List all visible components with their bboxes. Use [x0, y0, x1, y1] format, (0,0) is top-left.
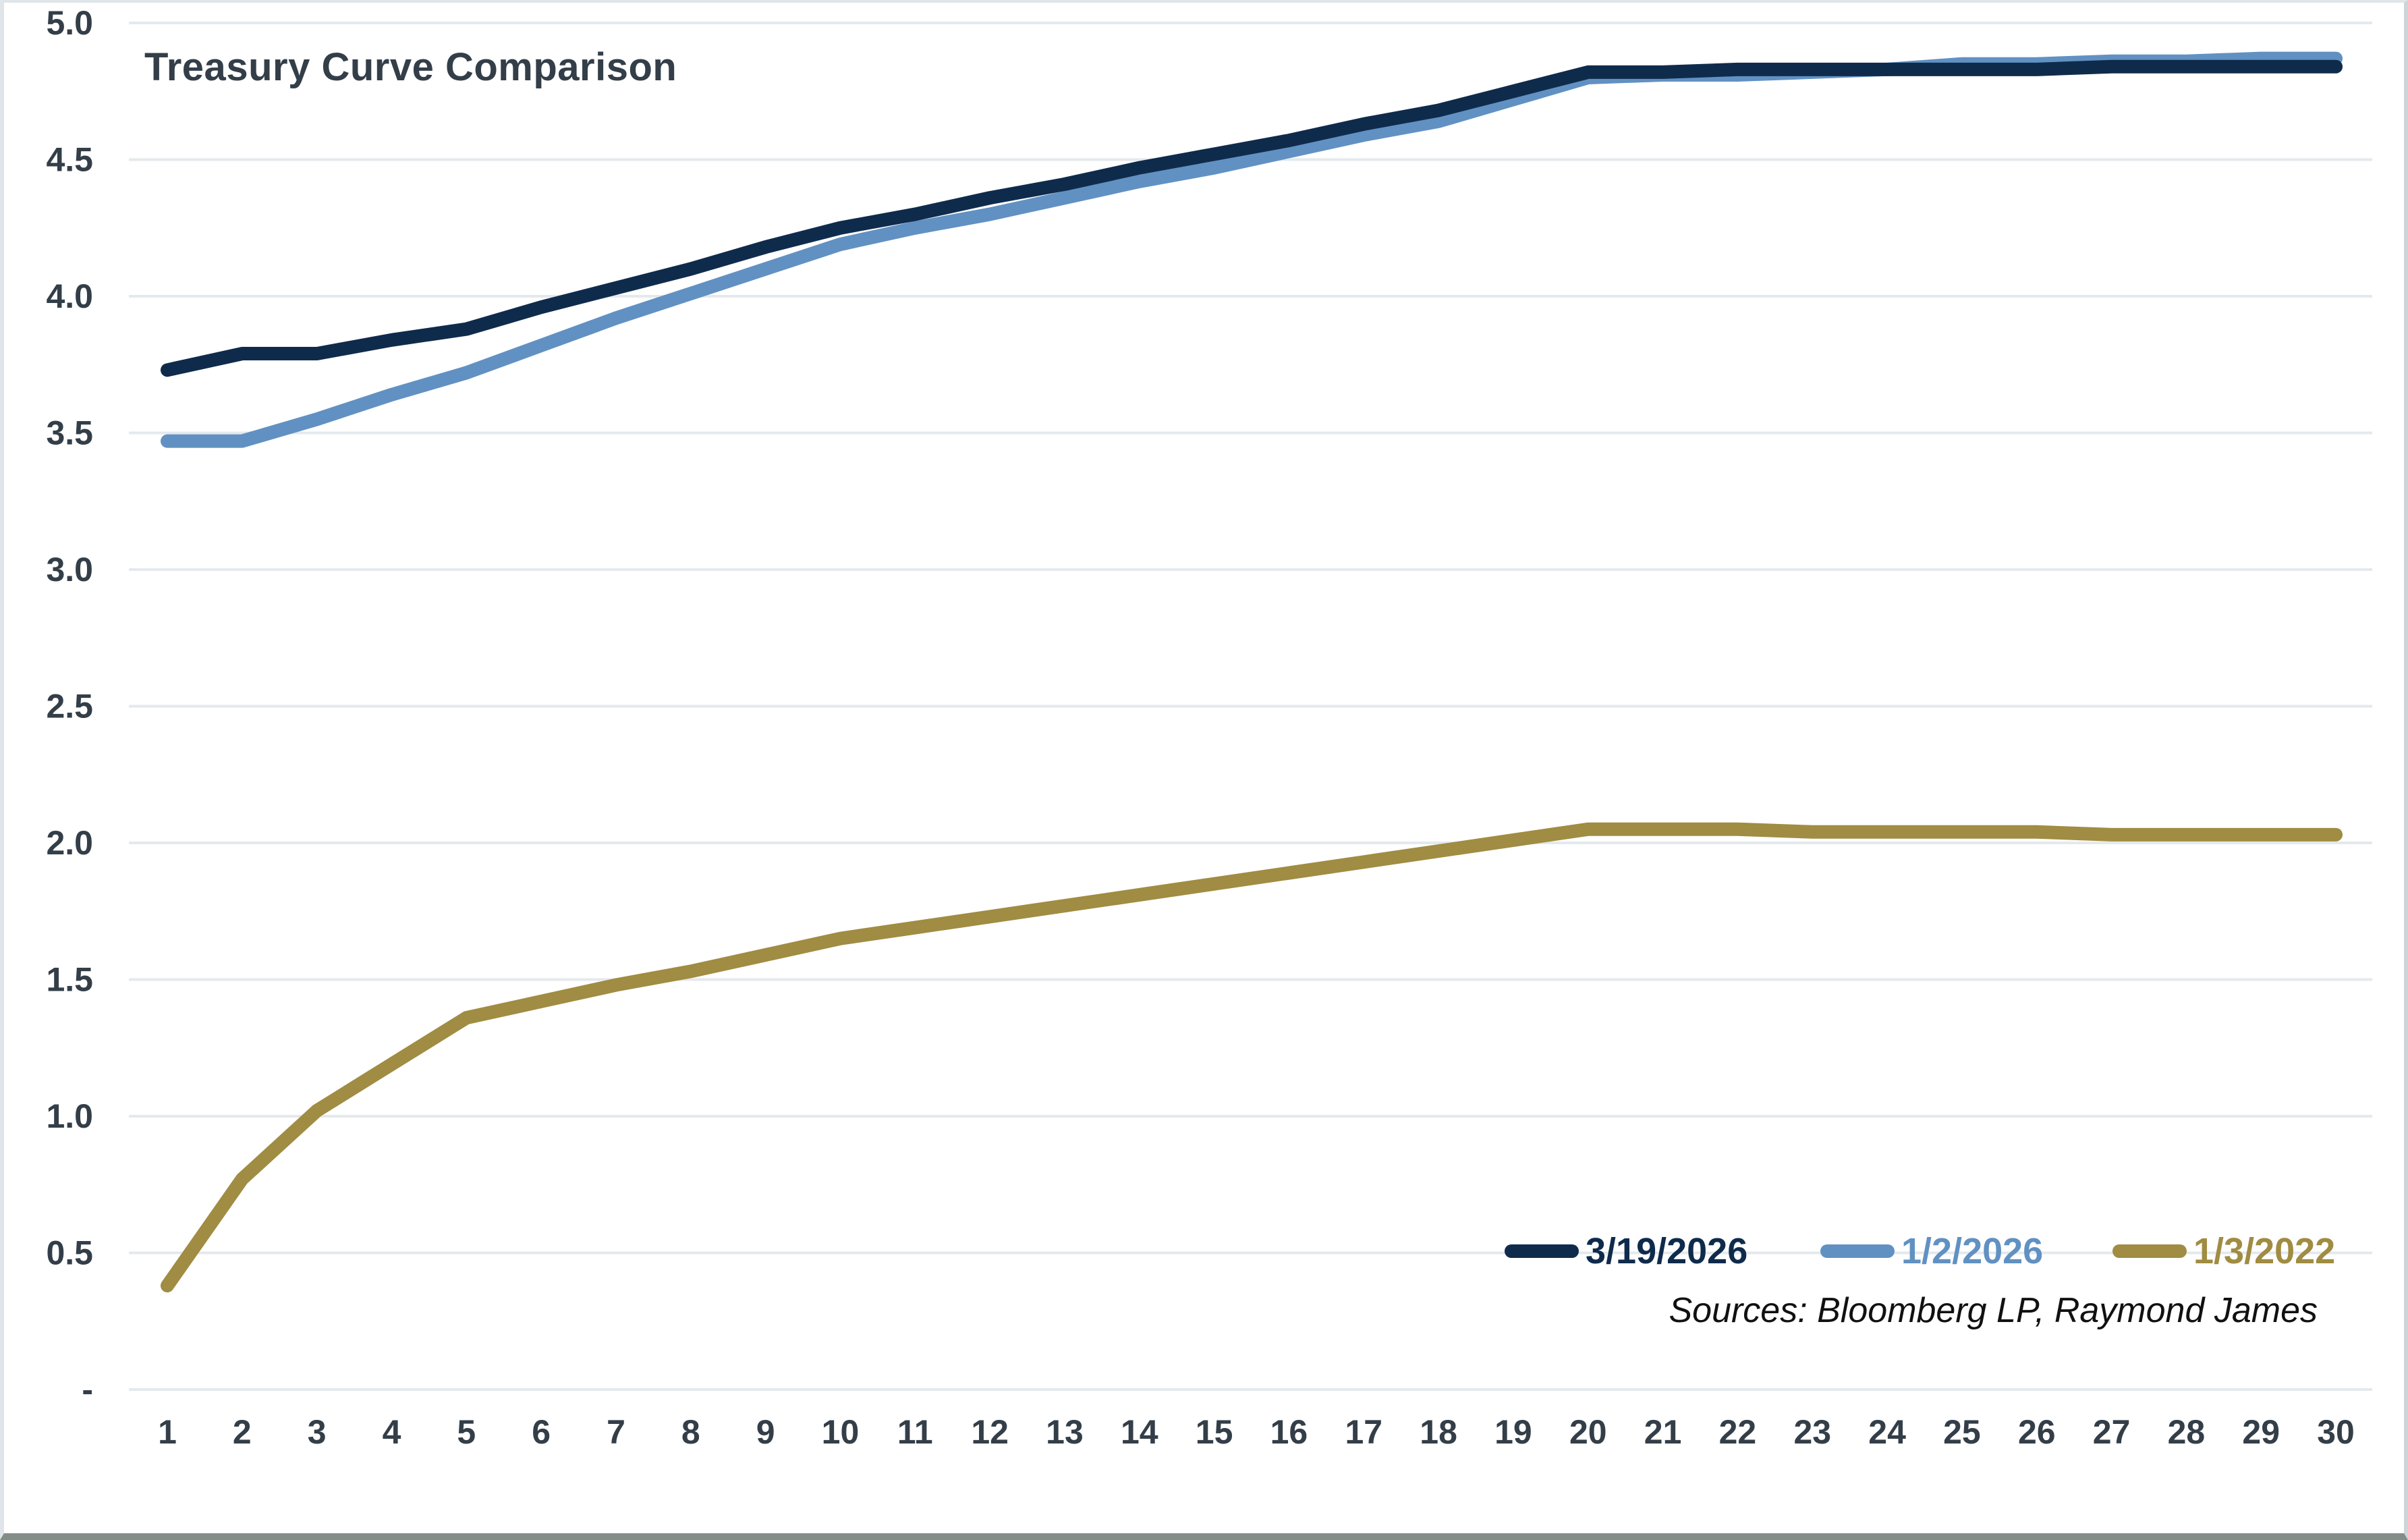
x-tick-label: 20	[1569, 1413, 1607, 1451]
y-tick-label: 5.0	[46, 4, 93, 42]
x-tick-label: 15	[1196, 1413, 1233, 1451]
x-tick-label: 6	[532, 1413, 551, 1451]
legend-swatch-navy-icon	[1505, 1244, 1579, 1258]
x-tick-label: 13	[1046, 1413, 1084, 1451]
x-tick-label: 26	[2018, 1413, 2056, 1451]
y-tick-label: -	[82, 1371, 93, 1408]
chart-title: Treasury Curve Comparison	[144, 45, 677, 89]
x-tick-label: 18	[1420, 1413, 1457, 1451]
series-line-3/19/2026	[161, 59, 2343, 377]
legend-item-1-2-2026: 1/2/2026	[1820, 1230, 2043, 1273]
x-tick-label: 28	[2168, 1413, 2206, 1451]
y-tick-label: 3.0	[46, 551, 93, 588]
x-tick-label: 4	[383, 1413, 401, 1451]
x-tick-label: 1	[158, 1413, 177, 1451]
x-tick-label: 25	[1943, 1413, 1981, 1451]
x-tick-label: 8	[681, 1413, 700, 1451]
plot-area: -0.51.01.52.02.53.03.54.04.55.01 2 3 4 5 6 7 8 9…	[46, 4, 2372, 1451]
legend-item-1-3-2022: 1/3/2022	[2112, 1230, 2335, 1273]
x-tick-label: 29	[2242, 1413, 2280, 1451]
x-tick-label: 2	[233, 1413, 252, 1451]
x-tick-label: 14	[1121, 1413, 1158, 1451]
y-tick-label: 1.0	[46, 1097, 93, 1135]
x-tick-label: 24	[1868, 1413, 1906, 1451]
series-line-1/3/2022	[161, 822, 2343, 1293]
y-tick-label: 3.5	[46, 414, 93, 452]
x-tick-label: 11	[897, 1413, 933, 1451]
legend-item-3-19-2026: 3/19/2026	[1505, 1230, 1747, 1273]
x-tick-label: 12	[971, 1413, 1009, 1451]
x-tick-label: 9	[756, 1413, 775, 1451]
x-tick-label: 30	[2317, 1413, 2355, 1451]
x-tick-label: 5	[457, 1413, 476, 1451]
x-tick-label: 19	[1494, 1413, 1532, 1451]
legend-swatch-gold-icon	[2112, 1244, 2187, 1258]
sources-note: Sources: Bloomberg LP, Raymond James	[1669, 1291, 2318, 1330]
y-tick-label: 0.5	[46, 1234, 93, 1272]
legend-label-1-2-2026: 1/2/2026	[1901, 1231, 2044, 1271]
x-tick-label: 22	[1719, 1413, 1757, 1451]
x-tick-label: 21	[1644, 1413, 1682, 1451]
y-tick-label: 2.5	[46, 688, 93, 725]
y-tick-label: 4.5	[46, 141, 93, 179]
x-tick-label: 27	[2093, 1413, 2131, 1451]
y-tick-label: 2.0	[46, 824, 93, 862]
legend-swatch-blue-icon	[1820, 1244, 1895, 1258]
x-tick-label: 7	[607, 1413, 625, 1451]
series-line-1/2/2026	[161, 51, 2343, 448]
x-tick-label: 17	[1345, 1413, 1382, 1451]
x-tick-label: 16	[1270, 1413, 1308, 1451]
legend-label-1-3-2022: 1/3/2022	[2193, 1231, 2336, 1271]
legend-label-3-19-2026: 3/19/2026	[1586, 1231, 1748, 1271]
x-tick-label: 3	[308, 1413, 327, 1451]
y-tick-label: 1.5	[46, 961, 93, 999]
y-tick-label: 4.0	[46, 277, 93, 315]
x-tick-label: 23	[1793, 1413, 1831, 1451]
x-tick-label: 10	[822, 1413, 860, 1451]
